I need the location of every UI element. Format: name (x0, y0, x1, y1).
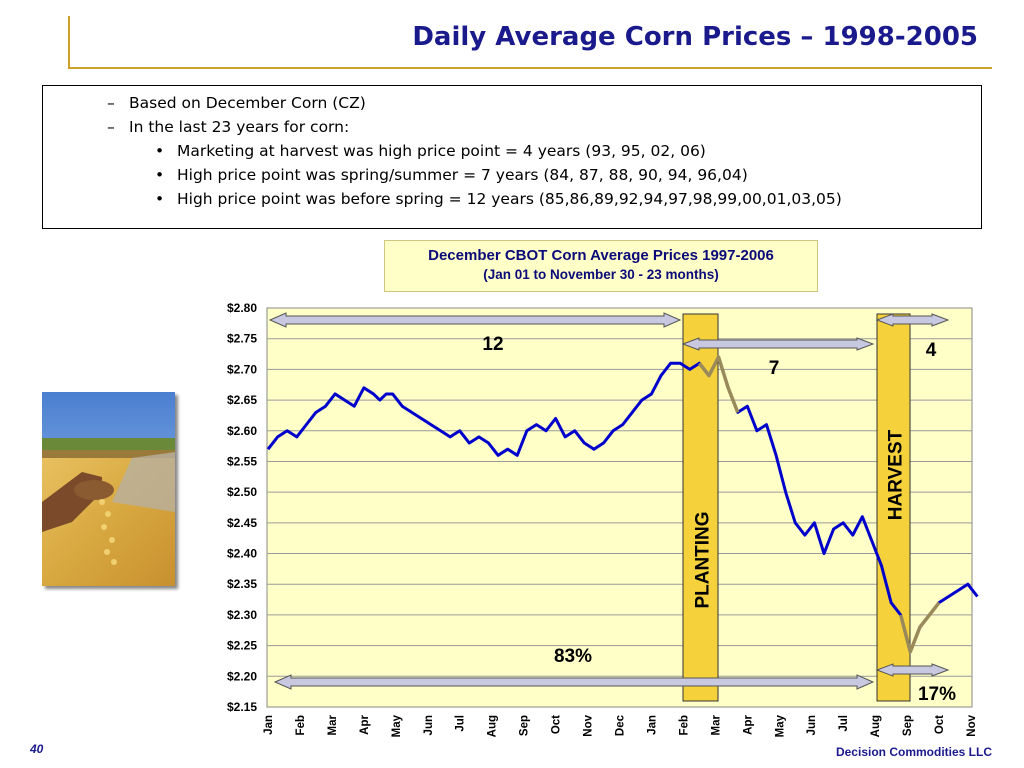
y-tick-label: $2.20 (227, 669, 257, 683)
note-line-5: • High price point was before spring = 12… (155, 190, 842, 208)
x-tick-label: Jan (646, 715, 658, 735)
note-text: High price point was before spring = 12 … (177, 190, 842, 208)
y-tick-label: $2.15 (227, 700, 257, 714)
y-tick-label: $2.35 (227, 577, 257, 591)
note-text: Marketing at harvest was high price poin… (177, 142, 706, 160)
y-tick-label: $2.25 (227, 639, 257, 653)
chart-title: December CBOT Corn Average Prices 1997-2… (428, 247, 774, 264)
y-tick-label: $2.60 (227, 424, 257, 438)
x-tick-label: May (774, 714, 786, 737)
note-line-3: • Marketing at harvest was high price poi… (155, 142, 706, 160)
double-arrow (268, 312, 682, 328)
chart-subtitle: (Jan 01 to November 30 - 23 months) (483, 267, 719, 282)
x-tick-label: Jun (806, 715, 818, 735)
x-tick-label: Apr (742, 714, 754, 734)
y-tick-label: $2.50 (227, 485, 257, 499)
note-line-2: – In the last 23 years for corn: (107, 118, 349, 136)
chart-title-box: December CBOT Corn Average Prices 1997-2… (384, 240, 818, 292)
highlighted-line-segment (899, 601, 941, 654)
x-tick-label: Aug (870, 715, 882, 737)
company-name: Decision Commodities LLC (835, 745, 992, 759)
y-tick-label: $2.55 (227, 454, 257, 468)
x-tick-label: Apr (359, 714, 371, 734)
arrow-label: 83% (554, 646, 592, 667)
x-tick-label: Mar (710, 714, 722, 735)
note-text: In the last 23 years for corn: (129, 118, 350, 136)
y-tick-label: $2.65 (227, 393, 257, 407)
x-tick-label: Sep (902, 715, 914, 736)
range-arrows: 12 7 4 83% 17% (268, 312, 956, 705)
x-tick-label: Oct (551, 715, 563, 734)
corn-photo-illustration (42, 392, 175, 586)
season-bands: PLANTING HARVEST (682, 313, 911, 702)
season-band (682, 313, 719, 702)
price-series (266, 355, 979, 654)
notes-box: – Based on December Corn (CZ) – In the las… (42, 85, 982, 229)
y-tick-label: $2.75 (227, 332, 257, 346)
y-tick-label: $2.30 (227, 608, 257, 622)
y-tick-label: $2.45 (227, 516, 257, 530)
y-axis-ticks: $2.80 $2.75 $2.70 $2.65 $2.60 $2.55 $2.50 $2.45… (227, 301, 257, 714)
x-tick-label: Nov (583, 714, 595, 736)
plot-area (266, 307, 973, 708)
x-tick-label: Jan (263, 715, 275, 735)
note-marker: • (155, 166, 165, 184)
arrow-label: 4 (926, 340, 937, 361)
arrow-label: 7 (769, 358, 780, 379)
double-arrow (875, 663, 950, 677)
note-text: Based on December Corn (CZ) (129, 94, 366, 112)
note-marker: • (155, 142, 165, 160)
double-arrow (681, 337, 875, 351)
note-text: High price point was spring/summer = 7 y… (177, 166, 748, 184)
y-tick-label: $2.70 (227, 362, 257, 376)
note-marker: • (155, 190, 165, 208)
note-marker: – (107, 118, 115, 136)
x-tick-label: Feb (295, 715, 307, 735)
x-tick-label: Jul (455, 715, 467, 732)
band-label: HARVEST (886, 429, 907, 520)
arrow-label: 12 (482, 334, 503, 355)
price-line (266, 355, 979, 654)
x-tick-label: Sep (519, 715, 531, 736)
title-vertical-rule (68, 16, 70, 68)
x-tick-label: Feb (678, 715, 690, 735)
x-tick-label: Dec (615, 714, 627, 736)
double-arrow (273, 674, 875, 690)
note-line-1: – Based on December Corn (CZ) (107, 94, 366, 112)
y-tick-label: $2.40 (227, 547, 257, 561)
x-tick-label: Jun (423, 715, 435, 735)
x-tick-label: May (391, 714, 403, 737)
y-tick-label: $2.80 (227, 301, 257, 315)
corn-harvest-photo (42, 392, 175, 586)
band-label: PLANTING (693, 511, 714, 608)
note-marker: – (107, 94, 115, 112)
x-tick-label: Nov (966, 714, 978, 736)
slide-number: 40 (30, 742, 44, 756)
gridlines (267, 338, 972, 677)
arrow-label: 17% (918, 684, 956, 705)
title-horizontal-rule (68, 67, 992, 69)
slide-title: Daily Average Corn Prices – 1998-2005 (412, 22, 978, 52)
x-axis-ticks: Jan Feb Mar Apr May Jun Jul Aug Sep Oct Nov Dec Jan F… (263, 714, 978, 737)
x-tick-label: Jul (838, 715, 850, 732)
double-arrow (875, 313, 950, 327)
x-tick-label: Aug (487, 715, 499, 737)
note-line-4: • High price point was spring/summer = 7 … (155, 166, 748, 184)
x-tick-label: Mar (327, 714, 339, 735)
highlighted-line-segment (698, 355, 740, 413)
x-tick-label: Oct (934, 715, 946, 734)
season-band (876, 313, 911, 702)
